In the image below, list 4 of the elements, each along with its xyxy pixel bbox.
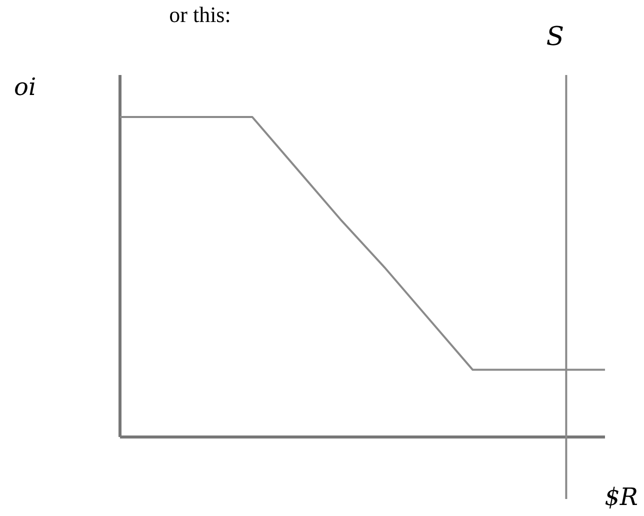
x-axis-title: $R bbox=[604, 483, 638, 511]
chart-title: or this: bbox=[169, 2, 231, 27]
y-axis-title: oi bbox=[14, 73, 36, 101]
text: S bbox=[546, 22, 564, 52]
